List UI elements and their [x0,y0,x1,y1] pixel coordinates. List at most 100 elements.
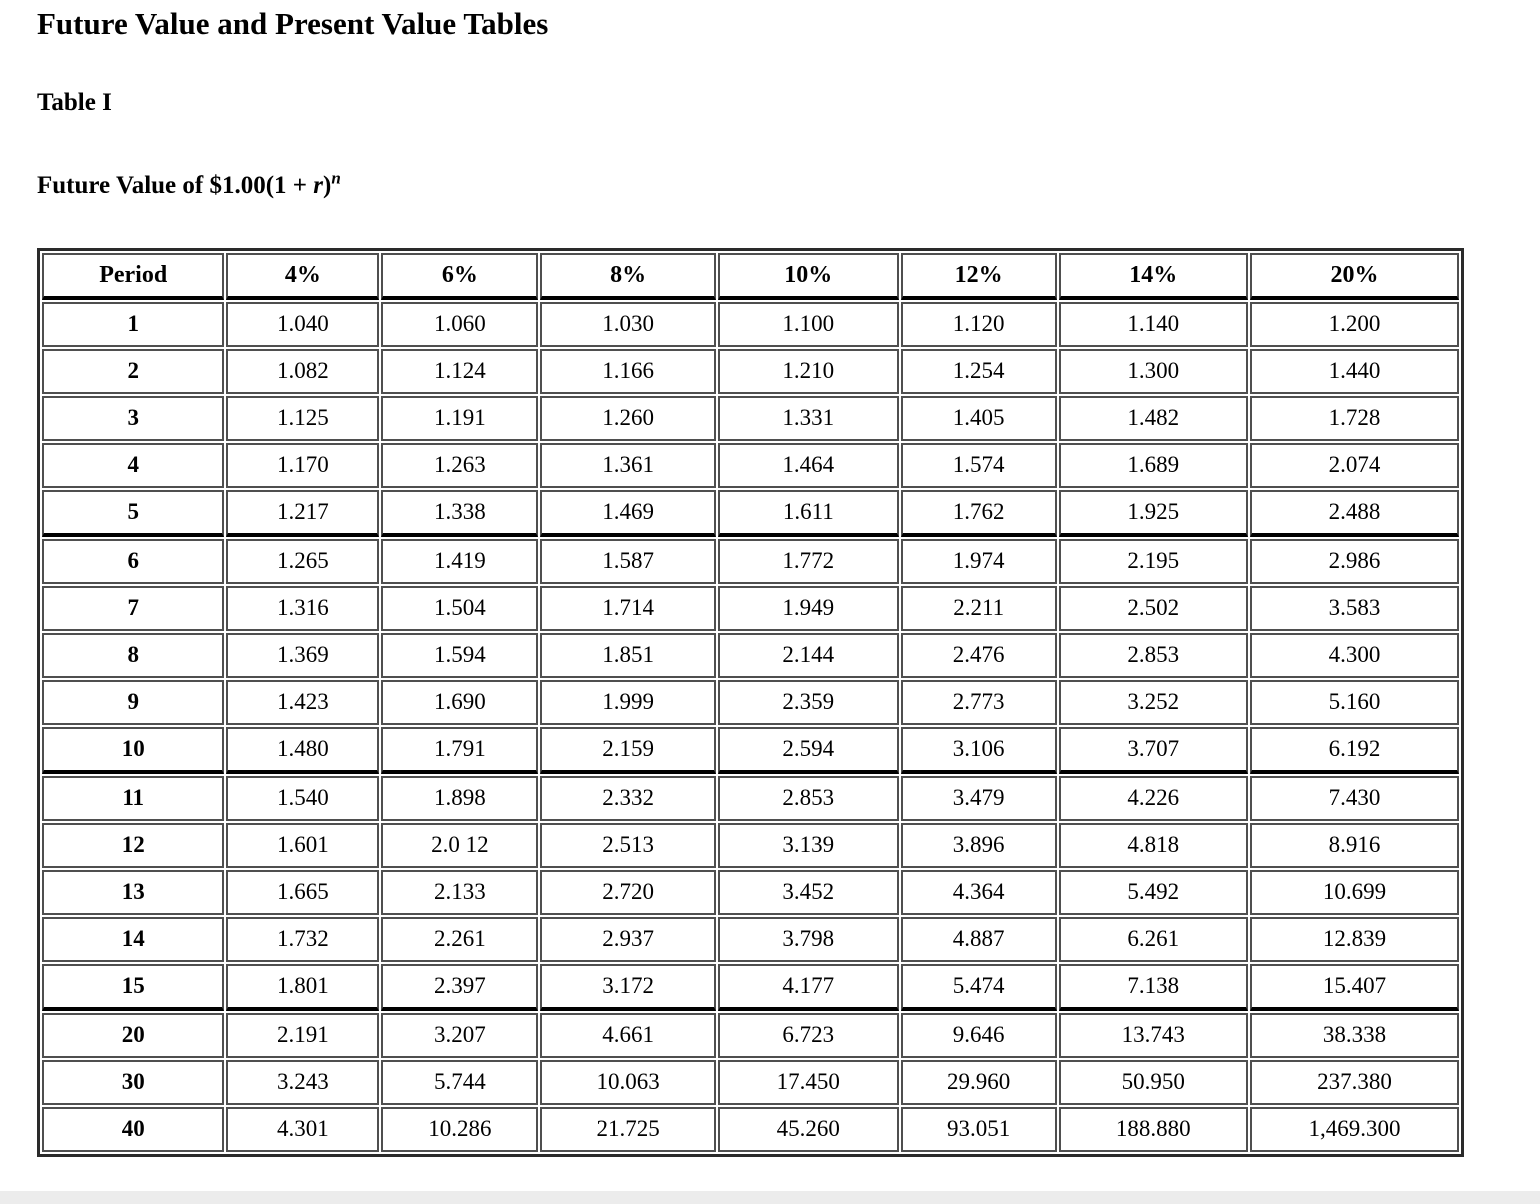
value-cell: 1.423 [226,679,380,725]
period-cell: 7 [42,585,225,631]
value-cell: 1.594 [381,632,539,678]
value-cell: 3.172 [540,963,716,1011]
value-cell: 1.120 [900,301,1057,347]
value-cell: 5.474 [900,963,1057,1011]
value-cell: 7.138 [1058,963,1248,1011]
value-cell: 4.177 [717,963,899,1011]
column-header: 10% [717,252,899,300]
table-row: 30 3.243 5.744 10.063 17.450 29.960 50.950 237.… [42,1059,1459,1105]
value-cell: 8.916 [1249,822,1459,868]
value-cell: 2.261 [381,916,539,962]
value-cell: 2.594 [717,726,899,774]
value-cell: 1.369 [226,632,380,678]
value-cell: 1.170 [226,442,380,488]
value-cell: 1.574 [900,442,1057,488]
value-cell: 3.106 [900,726,1057,774]
value-cell: 1.587 [540,538,716,584]
value-cell: 50.950 [1058,1059,1248,1105]
table-row: 11 1.540 1.898 2.332 2.853 3.479 4.226 7.430 [42,775,1459,821]
value-cell: 1.030 [540,301,716,347]
value-cell: 1.611 [717,489,899,537]
value-cell: 2.773 [900,679,1057,725]
formula-suffix: ) [323,171,332,199]
value-cell: 1.772 [717,538,899,584]
table-row: 10 1.480 1.791 2.159 2.594 3.106 3.707 6.192 [42,726,1459,774]
table-row: 9 1.423 1.690 1.999 2.359 2.773 3.252 5.160 [42,679,1459,725]
value-cell: 10.699 [1249,869,1459,915]
period-cell: 40 [42,1106,225,1152]
value-cell: 2.488 [1249,489,1459,537]
value-cell: 3.707 [1058,726,1248,774]
value-cell: 1.690 [381,679,539,725]
value-cell: 2.074 [1249,442,1459,488]
table-row: 13 1.665 2.133 2.720 3.452 4.364 5.492 10.699 [42,869,1459,915]
value-cell: 1.140 [1058,301,1248,347]
value-cell: 1.125 [226,395,380,441]
table-row: 7 1.316 1.504 1.714 1.949 2.211 2.502 3.583 [42,585,1459,631]
table-header-row: Period 4% 6% 8% 10% 12% 14% 20% [42,252,1459,300]
value-cell: 17.450 [717,1059,899,1105]
value-cell: 4.300 [1249,632,1459,678]
column-header: Period [42,252,225,300]
value-cell: 93.051 [900,1106,1057,1152]
value-cell: 1.265 [226,538,380,584]
value-cell: 1.200 [1249,301,1459,347]
value-cell: 2.502 [1058,585,1248,631]
value-cell: 2.986 [1249,538,1459,584]
value-cell: 4.301 [226,1106,380,1152]
value-cell: 2.937 [540,916,716,962]
column-header: 8% [540,252,716,300]
value-cell: 1.060 [381,301,539,347]
period-cell: 11 [42,775,225,821]
column-header: 12% [900,252,1057,300]
value-cell: 38.338 [1249,1012,1459,1058]
value-cell: 21.725 [540,1106,716,1152]
value-cell: 1.331 [717,395,899,441]
value-cell: 1.762 [900,489,1057,537]
column-header: 14% [1058,252,1248,300]
value-cell: 1.898 [381,775,539,821]
value-cell: 6.261 [1058,916,1248,962]
period-cell: 13 [42,869,225,915]
value-cell: 2.133 [381,869,539,915]
formula: Future Value of $1.00(1 + r)n [37,169,1540,200]
table-row: 2 1.082 1.124 1.166 1.210 1.254 1.300 1.440 [42,348,1459,394]
value-cell: 1.405 [900,395,1057,441]
table-row: 4 1.170 1.263 1.361 1.464 1.574 1.689 2.074 [42,442,1459,488]
value-cell: 9.646 [900,1012,1057,1058]
value-cell: 1.440 [1249,348,1459,394]
period-cell: 4 [42,442,225,488]
table-row: 14 1.732 2.261 2.937 3.798 4.887 6.261 12.839 [42,916,1459,962]
value-cell: 1.482 [1058,395,1248,441]
table-row: 3 1.125 1.191 1.260 1.331 1.405 1.482 1.728 [42,395,1459,441]
table-row: 40 4.301 10.286 21.725 45.260 93.051 188.880 1,… [42,1106,1459,1152]
value-cell: 2.359 [717,679,899,725]
value-cell: 1.732 [226,916,380,962]
value-cell: 1.419 [381,538,539,584]
column-header: 4% [226,252,380,300]
value-cell: 5.492 [1058,869,1248,915]
period-cell: 2 [42,348,225,394]
value-cell: 12.839 [1249,916,1459,962]
value-cell: 1.100 [717,301,899,347]
value-cell: 15.407 [1249,963,1459,1011]
period-cell: 3 [42,395,225,441]
table-row: 15 1.801 2.397 3.172 4.177 5.474 7.138 15.407 [42,963,1459,1011]
value-cell: 10.286 [381,1106,539,1152]
period-cell: 9 [42,679,225,725]
value-cell: 1.263 [381,442,539,488]
value-cell: 13.743 [1058,1012,1248,1058]
value-cell: 1.925 [1058,489,1248,537]
value-cell: 1.791 [381,726,539,774]
value-cell: 1.480 [226,726,380,774]
value-cell: 5.160 [1249,679,1459,725]
period-cell: 1 [42,301,225,347]
value-cell: 1.210 [717,348,899,394]
formula-variable: r [313,171,324,199]
value-cell: 1.338 [381,489,539,537]
table-body: 1 1.040 1.060 1.030 1.100 1.120 1.140 1.200 2 1.0… [42,301,1459,1152]
value-cell: 1.166 [540,348,716,394]
table-row: 6 1.265 1.419 1.587 1.772 1.974 2.195 2.986 [42,538,1459,584]
table-row: 8 1.369 1.594 1.851 2.144 2.476 2.853 4.300 [42,632,1459,678]
value-cell: 5.744 [381,1059,539,1105]
